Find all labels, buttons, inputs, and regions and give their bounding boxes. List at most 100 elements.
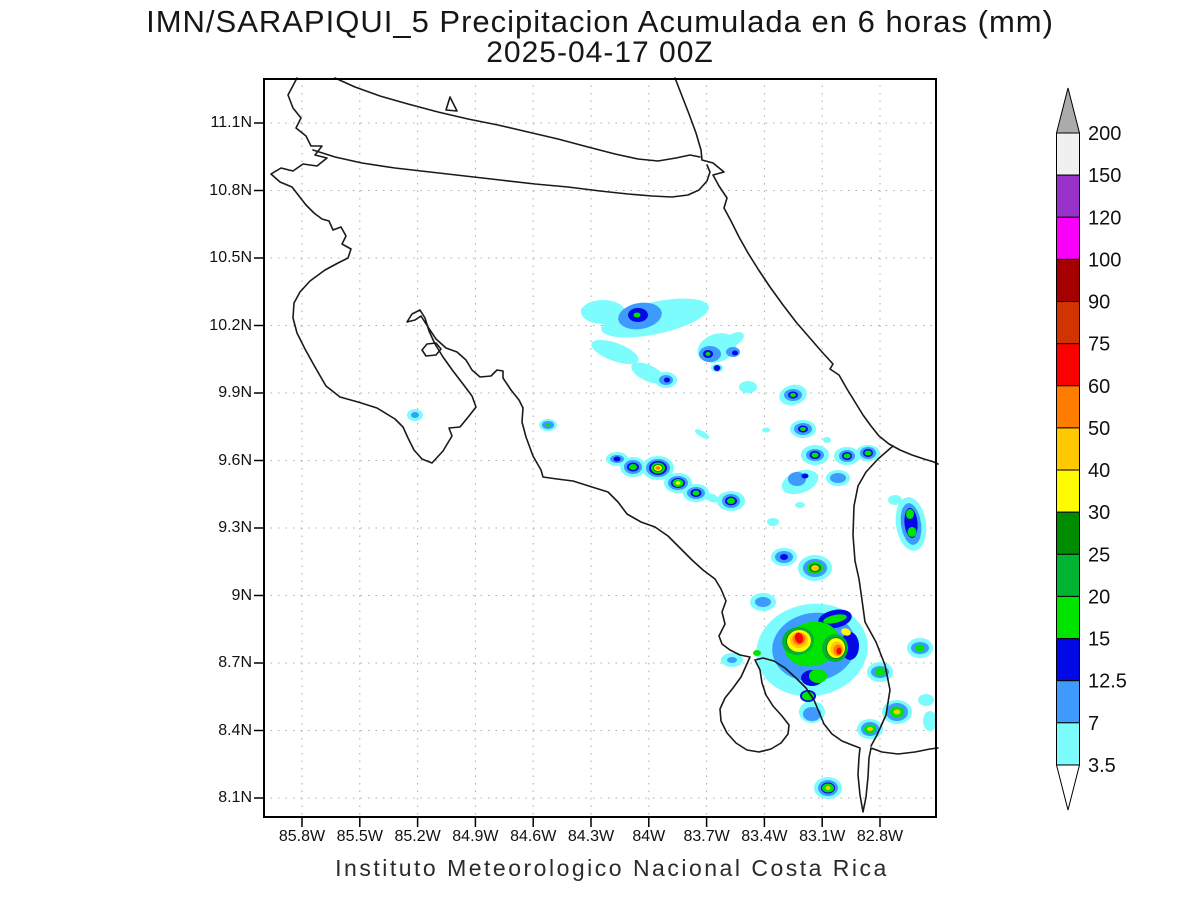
lat-tick-label: 9.9N [218,384,252,401]
precip-cell-level-7 [830,473,846,483]
precip-cell-level-60 [794,632,804,644]
precip-cell-level-15 [546,423,550,427]
colorbar-segment [1056,216,1080,260]
colorbar-value-label: 15 [1088,629,1110,651]
precip-cell-level-7 [788,472,806,486]
colorbar-value-label: 120 [1088,207,1121,229]
precip-cell-level-15 [802,691,814,701]
colorbar-segment [1056,258,1080,303]
precip-cell-level-7 [411,412,419,418]
colorbar-value-label: 100 [1088,249,1121,271]
lon-tick-label: 85.5W [336,828,383,845]
colorbar-value-label: 90 [1088,292,1110,314]
precip-cell-level-15 [692,490,700,496]
footer-attribution: Instituto Meteorologico Nacional Costa R… [335,855,889,881]
precip-cell-level-3.5 [581,307,589,313]
colorbar-value-label: 60 [1088,376,1110,398]
lat-tick-label: 10.5N [209,249,252,266]
gulf-of-nicoya-island [421,342,442,357]
precip-cell-level-15 [843,453,851,459]
colorbar-value-label: 7 [1088,713,1099,735]
map-frame [263,78,937,818]
lake-nicaragua-shore [334,77,701,162]
precip-cell-level-3.5 [923,711,937,731]
lat-tick-label: 11.1N [210,114,252,131]
colorbar-value-label: 20 [1088,586,1110,608]
precip-cell-level-15 [915,644,925,652]
precip-cell-level-40 [825,786,831,790]
lat-tick-label: 10.2N [209,316,252,334]
lon-tick-label: 83.7W [683,828,730,845]
colorbar-segment [1056,553,1080,597]
colorbar-value-label: 3.5 [1088,755,1116,777]
pacific-coast-costa-rica [270,77,939,813]
lon-tick-label: 84.3W [567,828,615,845]
colorbar-value-label: 75 [1088,334,1110,356]
colorbar-value-label: 50 [1088,418,1110,440]
precip-cell-level-12.5 [613,456,621,462]
precip-cell-level-12.5 [714,365,720,371]
colorbar-segment [1056,132,1080,176]
precip-cell-level-15 [629,464,637,470]
precip-cell-level-3.5 [762,427,770,433]
colorbar-value-label: 30 [1088,502,1110,524]
lat-tick-label: 9.6N [218,451,252,469]
lat-tick-label: 8.4N [218,721,252,739]
precipitation-map-canvas [254,77,939,827]
precip-cell-level-15 [823,614,847,624]
lat-tick-label: 10.8N [209,181,252,199]
precip-cell-level-15 [864,450,872,456]
colorbar-segment [1056,469,1080,513]
precip-cell-level-7 [755,597,771,607]
caribbean-coast [674,77,939,465]
colorbar-value-label: 40 [1088,460,1110,482]
colorbar-value-label: 200 [1088,123,1121,145]
precip-cell-level-15 [727,498,735,504]
precip-cell-level-3.5 [767,518,779,526]
precip-cell-level-3.5 [739,381,757,393]
precip-cell-level-15 [790,393,796,397]
lon-tick-label: 83.1W [799,828,846,845]
precip-cell-level-15 [811,452,819,458]
precip-cell-level-40 [893,709,901,715]
precip-cell-level-15 [875,668,885,676]
precip-cell-level-60 [836,647,842,655]
lake-island [445,96,458,112]
precip-cell-level-40 [811,565,819,571]
colorbar-segment [1056,638,1080,682]
precip-cell-level-3.5 [722,332,744,348]
colorbar-segment [1056,722,1080,766]
precip-cell-level-12.5 [732,350,738,356]
lat-tick-label: 8.7N [218,654,252,671]
colorbar-value-label: 25 [1088,544,1110,566]
precip-cell-level-7 [727,657,737,663]
colorbar-segment [1056,680,1080,724]
colorbar-value-label: 12.5 [1088,671,1127,693]
lon-tick-label: 84W [632,828,666,845]
precip-cell-level-3.5 [795,502,805,508]
precip-cell-level-12.5 [801,473,809,479]
colorbar-segment [1056,595,1080,640]
colorbar-segment [1056,427,1080,471]
colorbar-under-arrow [1055,764,1081,811]
precip-cell-level-50 [655,466,661,470]
colorbar-value-label: 150 [1088,165,1121,187]
precip-cell-level-7 [803,707,821,721]
lon-tick-label: 83.4W [741,828,788,845]
colorbar-segment [1056,385,1080,429]
colorbar-segment [1056,343,1080,387]
precip-cell-level-15 [907,527,917,537]
colorbar-segment [1056,511,1080,555]
colorbar-segment [1056,174,1080,218]
precip-cell-level-3.5 [823,437,831,443]
precip-cell-level-30 [841,628,851,636]
panama-border [852,445,894,747]
precip-cell-level-3.5 [591,339,639,365]
precip-cell-level-15 [800,427,806,431]
lon-tick-label: 85.8W [278,828,326,845]
precip-cell-level-3.5 [918,694,934,706]
lon-tick-label: 85.2W [394,828,441,845]
precip-cell-level-15 [753,650,761,656]
precip-cell-level-15 [809,669,827,683]
precip-cell-level-15 [633,312,641,318]
